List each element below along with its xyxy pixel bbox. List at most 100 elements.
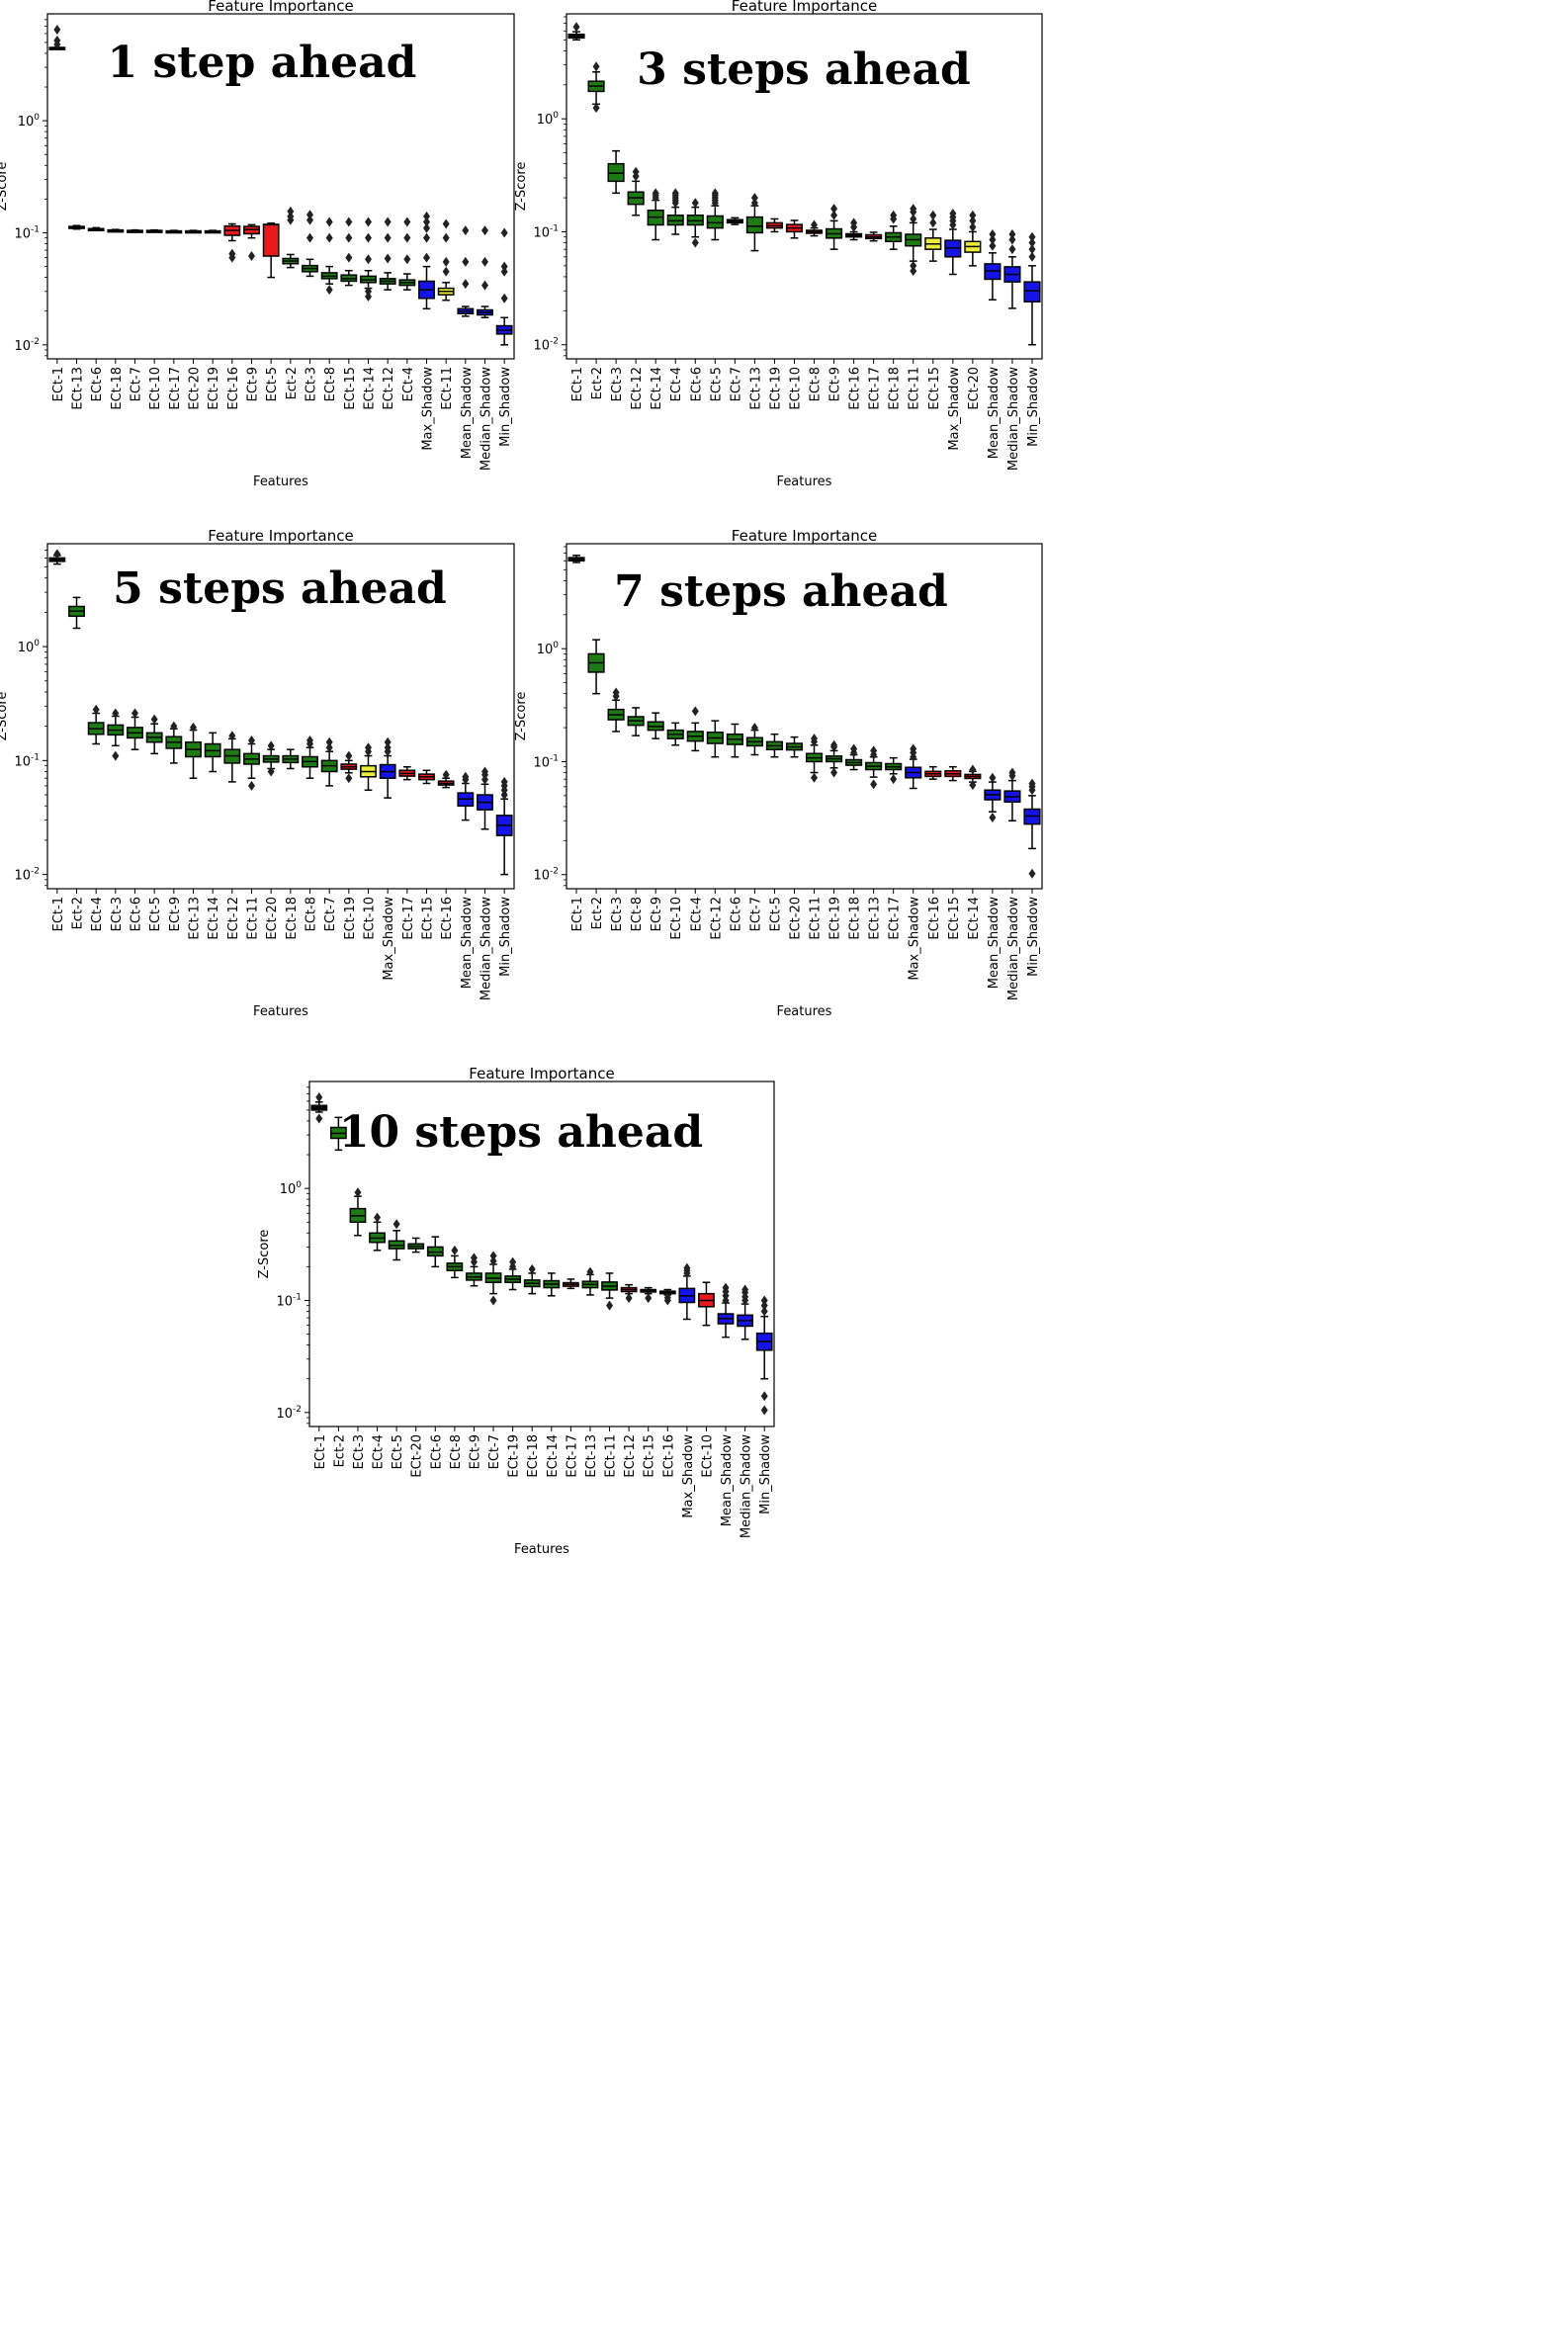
- y-tick-label: 100: [18, 113, 41, 130]
- x-tick-label: ECt-16: [927, 897, 942, 940]
- x-tick-label: Ect-2: [590, 897, 605, 929]
- box-ect-8: [805, 219, 824, 237]
- flier-point: [500, 261, 508, 272]
- box-ect-12: [379, 216, 396, 291]
- flier-point: [969, 221, 977, 232]
- flier-point: [528, 1263, 536, 1274]
- x-tick-label: ECt-3: [610, 897, 625, 931]
- x-tick-label: ECt-6: [729, 897, 743, 931]
- flier-point: [663, 1292, 671, 1303]
- x-tick-label: ECt-15: [643, 1434, 657, 1478]
- chart-title: Feature Importance: [469, 1065, 614, 1082]
- x-tick-label: ECt-7: [323, 897, 338, 931]
- x-tick-label: ECt-19: [768, 367, 783, 410]
- x-axis-label: Features: [253, 475, 308, 489]
- box-ect-17: [562, 1278, 579, 1290]
- flier-point: [315, 1092, 323, 1103]
- box-ect-20: [185, 229, 202, 234]
- y-tick-label: 10-2: [276, 1405, 302, 1422]
- iqr-box: [262, 223, 280, 257]
- flier-point: [365, 232, 372, 243]
- iqr-box: [1023, 281, 1041, 303]
- box-max-shadow: [905, 743, 922, 790]
- x-tick-label: Median_Shadow: [479, 897, 494, 1000]
- box-ect-13: [865, 745, 883, 790]
- x-tick-label: ECt-7: [487, 1434, 502, 1469]
- flier-point: [750, 723, 758, 734]
- x-tick-label: ECt-10: [788, 367, 803, 410]
- box-ect-14: [964, 764, 982, 791]
- flier-point: [315, 1113, 323, 1124]
- flier-point: [462, 256, 470, 267]
- x-tick-label: ECt-10: [669, 897, 684, 940]
- box-ect-20: [262, 740, 280, 777]
- x-tick-label: ECt-3: [305, 367, 319, 401]
- box-ect-13: [581, 1266, 599, 1296]
- x-tick-label: ECt-12: [623, 1434, 638, 1478]
- flier-point: [384, 253, 392, 264]
- flier-point: [325, 232, 333, 243]
- box-mean-shadow: [984, 229, 1002, 302]
- flier-point: [989, 772, 997, 783]
- box-ect-6: [426, 1236, 444, 1268]
- y-axis-label: Z-Score: [514, 162, 529, 212]
- x-tick-label: ECt-5: [768, 897, 783, 931]
- x-tick-label: ECt-11: [809, 897, 824, 940]
- flier-point: [392, 1219, 400, 1230]
- x-tick-label: ECt-4: [372, 1434, 387, 1469]
- box-ect-17: [865, 231, 883, 242]
- flier-point: [442, 769, 450, 780]
- x-tick-label: ECt-3: [610, 367, 625, 401]
- box-ect-13: [745, 193, 763, 252]
- flier-point: [592, 61, 600, 72]
- x-tick-label: ECt-10: [363, 897, 378, 940]
- y-axis-label: Z-Score: [0, 692, 10, 741]
- flier-point: [929, 217, 937, 228]
- box-ect-7: [127, 228, 143, 233]
- flier-point: [691, 706, 699, 717]
- flier-point: [760, 1405, 768, 1416]
- flier-point: [489, 1295, 497, 1306]
- flier-point: [325, 216, 333, 227]
- box-max-shadow: [678, 1262, 696, 1321]
- box-mean-shadow: [717, 1282, 735, 1339]
- y-tick-label: 100: [280, 1180, 303, 1197]
- box-ect-6: [686, 198, 704, 248]
- flier-point: [489, 1251, 497, 1261]
- flier-point: [870, 779, 878, 790]
- y-axis-label: Z-Score: [257, 1230, 272, 1279]
- x-tick-label: ECt-7: [729, 367, 743, 401]
- flier-point: [325, 736, 333, 747]
- box-ect-7: [320, 736, 338, 787]
- flier-point: [592, 103, 600, 114]
- box-ect-3: [107, 708, 125, 761]
- box-ect-1: [48, 549, 66, 565]
- box-ect-9: [466, 1253, 482, 1287]
- x-tick-label: ECt-9: [650, 897, 664, 931]
- flier-point: [112, 708, 120, 719]
- flier-point: [53, 25, 61, 36]
- flier-point: [112, 750, 120, 761]
- iqr-box: [745, 216, 763, 234]
- box-ect-16: [437, 769, 455, 789]
- box-ect-1: [48, 25, 66, 50]
- x-tick-label: ECt-19: [828, 897, 843, 940]
- flier-point: [890, 210, 898, 220]
- x-tick-label: Max_Shadow: [947, 367, 962, 451]
- x-tick-label: ECt-16: [848, 367, 863, 410]
- flier-point: [625, 1293, 633, 1304]
- x-tick-label: Min_Shadow: [1026, 367, 1041, 447]
- y-tick-label: 100: [18, 639, 41, 655]
- flier-point: [462, 279, 470, 290]
- y-tick-label: 10-2: [533, 337, 559, 354]
- x-tick-label: Max_Shadow: [382, 897, 396, 981]
- x-tick-label: ECt-1: [570, 897, 585, 931]
- x-tick-label: Min_Shadow: [498, 367, 513, 447]
- flier-point: [423, 211, 430, 221]
- flier-point: [586, 1266, 594, 1277]
- box-median-shadow: [1003, 229, 1021, 309]
- flier-point: [365, 286, 372, 297]
- flier-point: [500, 293, 508, 303]
- flier-point: [228, 252, 236, 263]
- box-ect-10: [785, 219, 804, 239]
